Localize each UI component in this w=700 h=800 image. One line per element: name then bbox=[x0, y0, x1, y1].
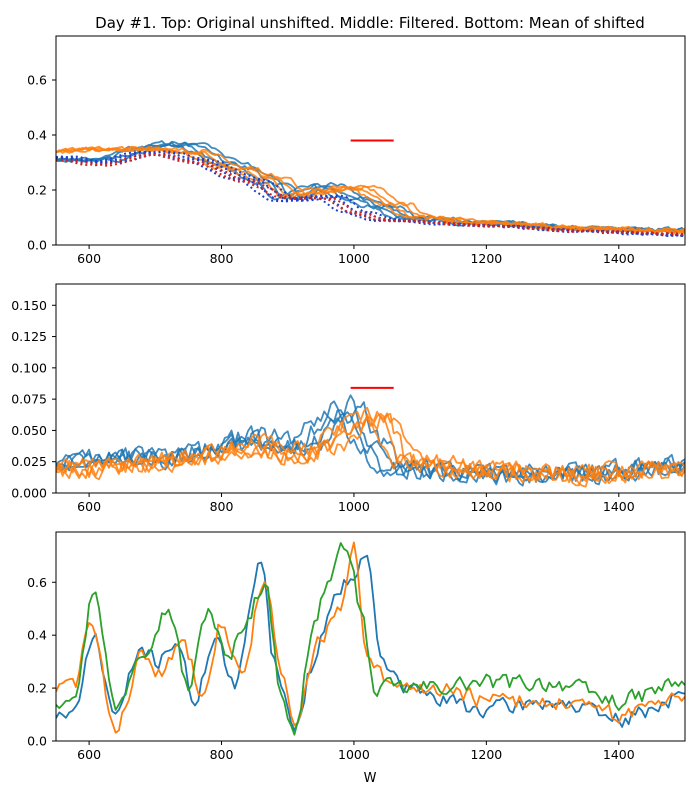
bottom-y-tick-label: 0.6 bbox=[27, 575, 47, 590]
middle-x-tick-label: 1400 bbox=[603, 499, 635, 514]
blue-filtered-line-4 bbox=[56, 401, 685, 484]
middle-axes-frame bbox=[55, 283, 686, 494]
bottom-y-tick-label: 0.2 bbox=[27, 681, 47, 696]
middle-y-tick-label: 0.075 bbox=[11, 392, 47, 407]
top-x-tick-label: 1000 bbox=[338, 251, 370, 266]
top-x-tick-label: 800 bbox=[210, 251, 234, 266]
mean-shifted-2-line bbox=[56, 541, 685, 734]
middle-y-tick-label: 0.125 bbox=[11, 329, 47, 344]
red-dotted-line-1 bbox=[56, 152, 684, 236]
middle-y-tick-label: 0.150 bbox=[11, 298, 47, 313]
top-panel: 600 800 1000 1200 1400 0.0 0.2 0.4 0.6 bbox=[27, 35, 686, 266]
top-plot-area bbox=[56, 139, 685, 237]
middle-y-tick-label: 0.100 bbox=[11, 360, 47, 375]
red-dotted-line-2 bbox=[56, 153, 684, 235]
top-y-tick-label: 0.4 bbox=[27, 128, 47, 143]
bottom-x-tick-label: 1400 bbox=[603, 747, 635, 762]
x-axis-label: W bbox=[364, 771, 377, 786]
top-x-tick-label: 1400 bbox=[603, 251, 635, 266]
middle-y-tick-label: 0.000 bbox=[11, 486, 47, 501]
middle-x-tick-label: 600 bbox=[77, 499, 101, 514]
bottom-series bbox=[56, 541, 685, 736]
figure-title: Day #1. Top: Original unshifted. Middle:… bbox=[95, 14, 645, 32]
bottom-panel: 600 800 1000 1200 1400 0.0 0.2 0.4 0.6 bbox=[27, 531, 686, 762]
top-axes-frame bbox=[55, 35, 686, 246]
bottom-y-tick-label: 0.0 bbox=[27, 734, 47, 749]
orange-solid-line-4 bbox=[56, 146, 685, 235]
orange-filtered-line-4 bbox=[56, 412, 685, 488]
top-y-tick-label: 0.2 bbox=[27, 183, 47, 198]
top-x-tick-label: 1200 bbox=[470, 251, 502, 266]
middle-series bbox=[56, 394, 685, 488]
mean-shifted-1-line bbox=[56, 554, 685, 732]
top-x-tick-label: 600 bbox=[77, 251, 101, 266]
bottom-x-tick-label: 1000 bbox=[338, 747, 370, 762]
top-y-tick-label: 0.6 bbox=[27, 73, 47, 88]
bottom-y-tick-label: 0.4 bbox=[27, 628, 47, 643]
bottom-x-tick-label: 1200 bbox=[470, 747, 502, 762]
blue-dotted-line-4 bbox=[56, 150, 684, 237]
middle-y-tick-label: 0.050 bbox=[11, 423, 47, 438]
top-series bbox=[56, 140, 685, 237]
top-y-tick-label: 0.0 bbox=[27, 238, 47, 253]
bottom-plot-area bbox=[56, 541, 685, 736]
middle-x-tick-label: 1200 bbox=[470, 499, 502, 514]
middle-x-tick-label: 800 bbox=[210, 499, 234, 514]
bottom-x-tick-label: 800 bbox=[210, 747, 234, 762]
middle-y-tick-label: 0.025 bbox=[11, 454, 47, 469]
middle-panel: 600 800 1000 1200 1400 0.000 0.025 0.050 0.075 0.… bbox=[11, 283, 686, 514]
mean-shifted-3-line bbox=[56, 542, 685, 736]
bottom-x-tick-label: 600 bbox=[77, 747, 101, 762]
bottom-axes-frame bbox=[55, 531, 686, 742]
middle-x-tick-label: 1000 bbox=[338, 499, 370, 514]
middle-plot-area bbox=[56, 386, 685, 488]
